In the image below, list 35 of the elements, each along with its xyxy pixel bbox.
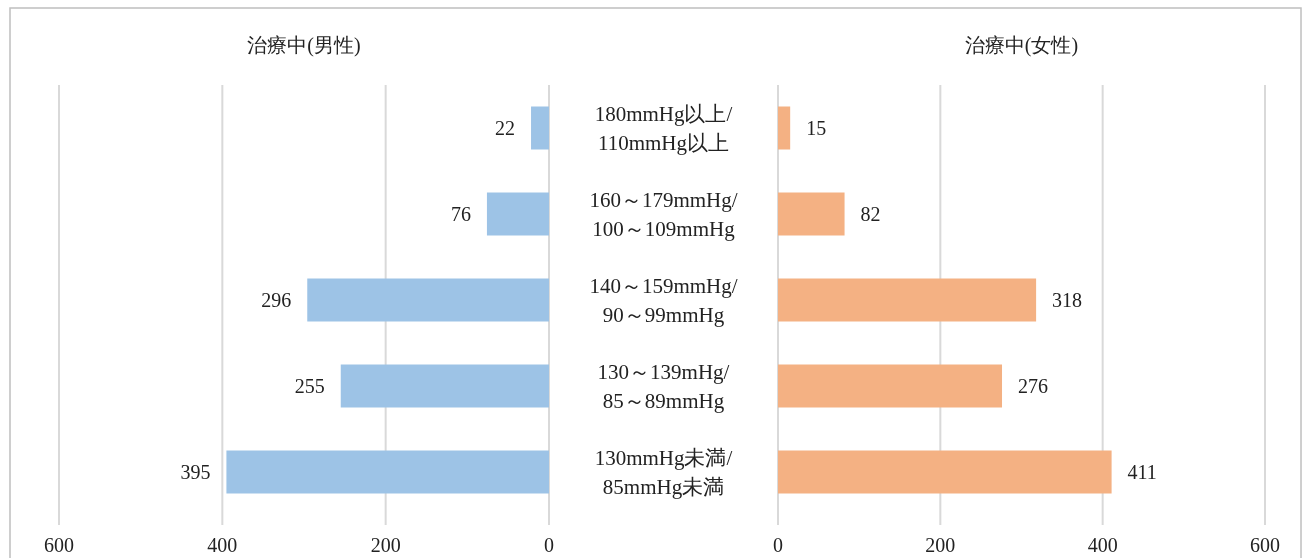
chart-title: 治療中(男性) — [247, 34, 361, 57]
y-tick-label: 140～159mmHg/90～99mmHg — [589, 274, 738, 327]
y-tick-label: 160～179mmHg/100～109mmHg — [589, 188, 738, 241]
x-tick-label: 200 — [370, 534, 401, 556]
data-label: 276 — [1018, 375, 1049, 397]
data-label: 296 — [261, 289, 292, 311]
data-label: 76 — [450, 203, 471, 225]
bar — [307, 278, 549, 322]
bar — [778, 106, 791, 150]
chart-title: 治療中(女性) — [964, 34, 1079, 57]
data-label: 82 — [860, 203, 881, 225]
data-label: 255 — [294, 375, 325, 397]
data-label: 395 — [180, 461, 211, 483]
data-label: 411 — [1127, 461, 1157, 483]
bar — [778, 278, 1037, 322]
bar — [778, 192, 845, 236]
x-tick-label: 0 — [773, 534, 783, 556]
x-tick-label: 0 — [544, 534, 554, 556]
y-tick-label: 130mmHg未満/85mmHg未満 — [594, 446, 733, 499]
bar — [486, 192, 549, 236]
bar — [778, 364, 1003, 408]
data-label: 22 — [495, 117, 516, 139]
bar — [226, 450, 549, 494]
x-tick-label: 400 — [1087, 534, 1118, 556]
bar — [778, 450, 1112, 494]
bar — [340, 364, 549, 408]
x-tick-label: 600 — [1250, 534, 1280, 556]
bar — [531, 106, 549, 150]
y-tick-label: 180mmHg以上/110mmHg以上 — [594, 102, 733, 155]
x-tick-label: 200 — [925, 534, 956, 556]
data-label: 15 — [806, 117, 827, 139]
y-tick-label: 130～139mHg/85～89mmHg — [597, 360, 730, 413]
x-tick-label: 600 — [44, 534, 74, 556]
data-label: 318 — [1052, 289, 1083, 311]
x-tick-label: 400 — [207, 534, 238, 556]
